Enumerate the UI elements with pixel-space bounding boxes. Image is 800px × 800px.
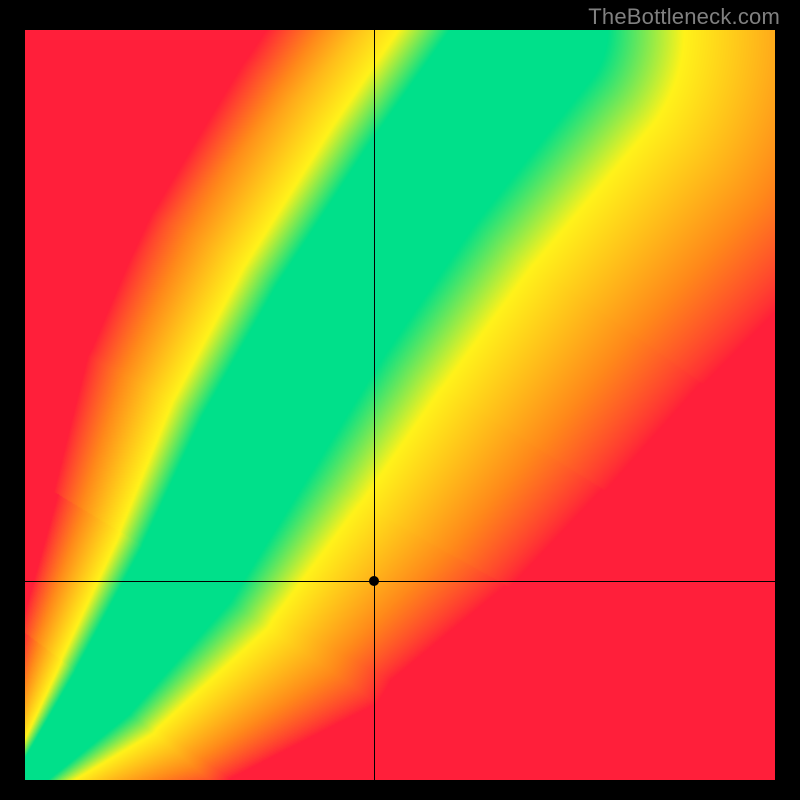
heatmap-canvas	[25, 30, 775, 780]
heatmap-plot-area	[25, 30, 775, 780]
crosshair-vertical	[374, 30, 375, 780]
watermark-text: TheBottleneck.com	[588, 4, 780, 30]
crosshair-horizontal	[25, 581, 775, 582]
selected-point-marker	[369, 576, 379, 586]
